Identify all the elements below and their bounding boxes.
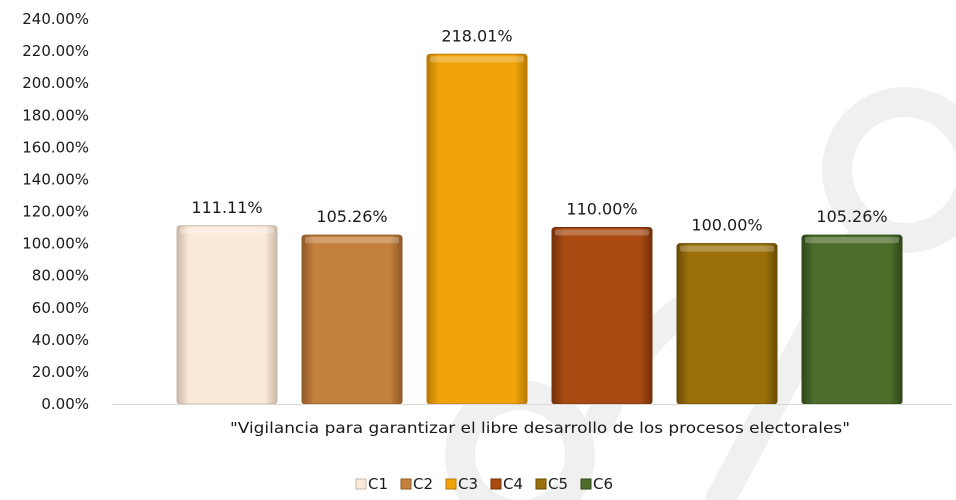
legend-swatch <box>490 478 502 490</box>
y-tick-label: 140.00% <box>22 170 89 188</box>
bar-highlight <box>805 237 899 244</box>
bar-c4 <box>551 227 653 405</box>
bar-c2 <box>301 234 403 405</box>
y-tick-label: 240.00% <box>22 10 89 28</box>
category-label: "Vigilancia para garantizar el libre des… <box>230 419 850 437</box>
y-tick-label: 0.00% <box>41 395 89 413</box>
bar-c3 <box>426 53 528 405</box>
y-tick-label: 180.00% <box>22 106 89 124</box>
legend-item-c4: C4 <box>490 475 523 493</box>
bar-highlight <box>180 227 274 234</box>
y-tick-label: 220.00% <box>22 42 89 60</box>
legend-label: C4 <box>503 475 523 493</box>
data-labels: 111.11% 105.26% 218.01% 110.00% 100.00% 105.2… <box>191 26 887 234</box>
legend-label: C3 <box>458 475 478 493</box>
legend-item-c2: C2 <box>400 475 433 493</box>
bar-c5 <box>676 243 778 405</box>
data-label-c5: 100.00% <box>691 216 762 235</box>
bar-c6 <box>801 234 903 405</box>
legend-label: C1 <box>368 475 388 493</box>
legend-label: C6 <box>593 475 613 493</box>
y-tick-label: 100.00% <box>22 235 89 253</box>
legend-swatch <box>535 478 547 490</box>
legend-label: C5 <box>548 475 568 493</box>
bar-highlight <box>555 229 649 236</box>
legend-item-c1: C1 <box>355 475 388 493</box>
data-label-c1: 111.11% <box>191 198 262 217</box>
y-tick-label: 40.00% <box>32 331 89 349</box>
bar-highlight <box>305 237 399 244</box>
y-axis: 0.00% 20.00% 40.00% 60.00% 80.00% 100.00% 120.… <box>22 10 89 413</box>
y-tick-label: 60.00% <box>32 299 89 317</box>
legend-swatch <box>580 478 592 490</box>
legend-item-c6: C6 <box>580 475 613 493</box>
legend-swatch <box>400 478 412 490</box>
legend-item-c3: C3 <box>445 475 478 493</box>
legend-swatch <box>445 478 457 490</box>
y-tick-label: 80.00% <box>32 267 89 285</box>
legend-swatch <box>355 478 367 490</box>
bar-c1 <box>176 225 278 405</box>
data-label-c6: 105.26% <box>816 207 887 226</box>
bar-highlight <box>680 245 774 252</box>
data-label-c2: 105.26% <box>316 207 387 226</box>
legend: C1 C2 C3 C4 C5 C6 <box>355 475 613 493</box>
bars <box>176 53 903 405</box>
legend-label: C2 <box>413 475 433 493</box>
y-tick-label: 120.00% <box>22 203 89 221</box>
y-tick-label: 20.00% <box>32 363 89 381</box>
data-label-c3: 218.01% <box>441 26 512 45</box>
data-label-c4: 110.00% <box>566 200 637 219</box>
legend-item-c5: C5 <box>535 475 568 493</box>
y-tick-label: 200.00% <box>22 74 89 92</box>
y-tick-label: 160.00% <box>22 138 89 156</box>
bar-highlight <box>430 56 524 63</box>
watermark-shape <box>822 87 956 253</box>
